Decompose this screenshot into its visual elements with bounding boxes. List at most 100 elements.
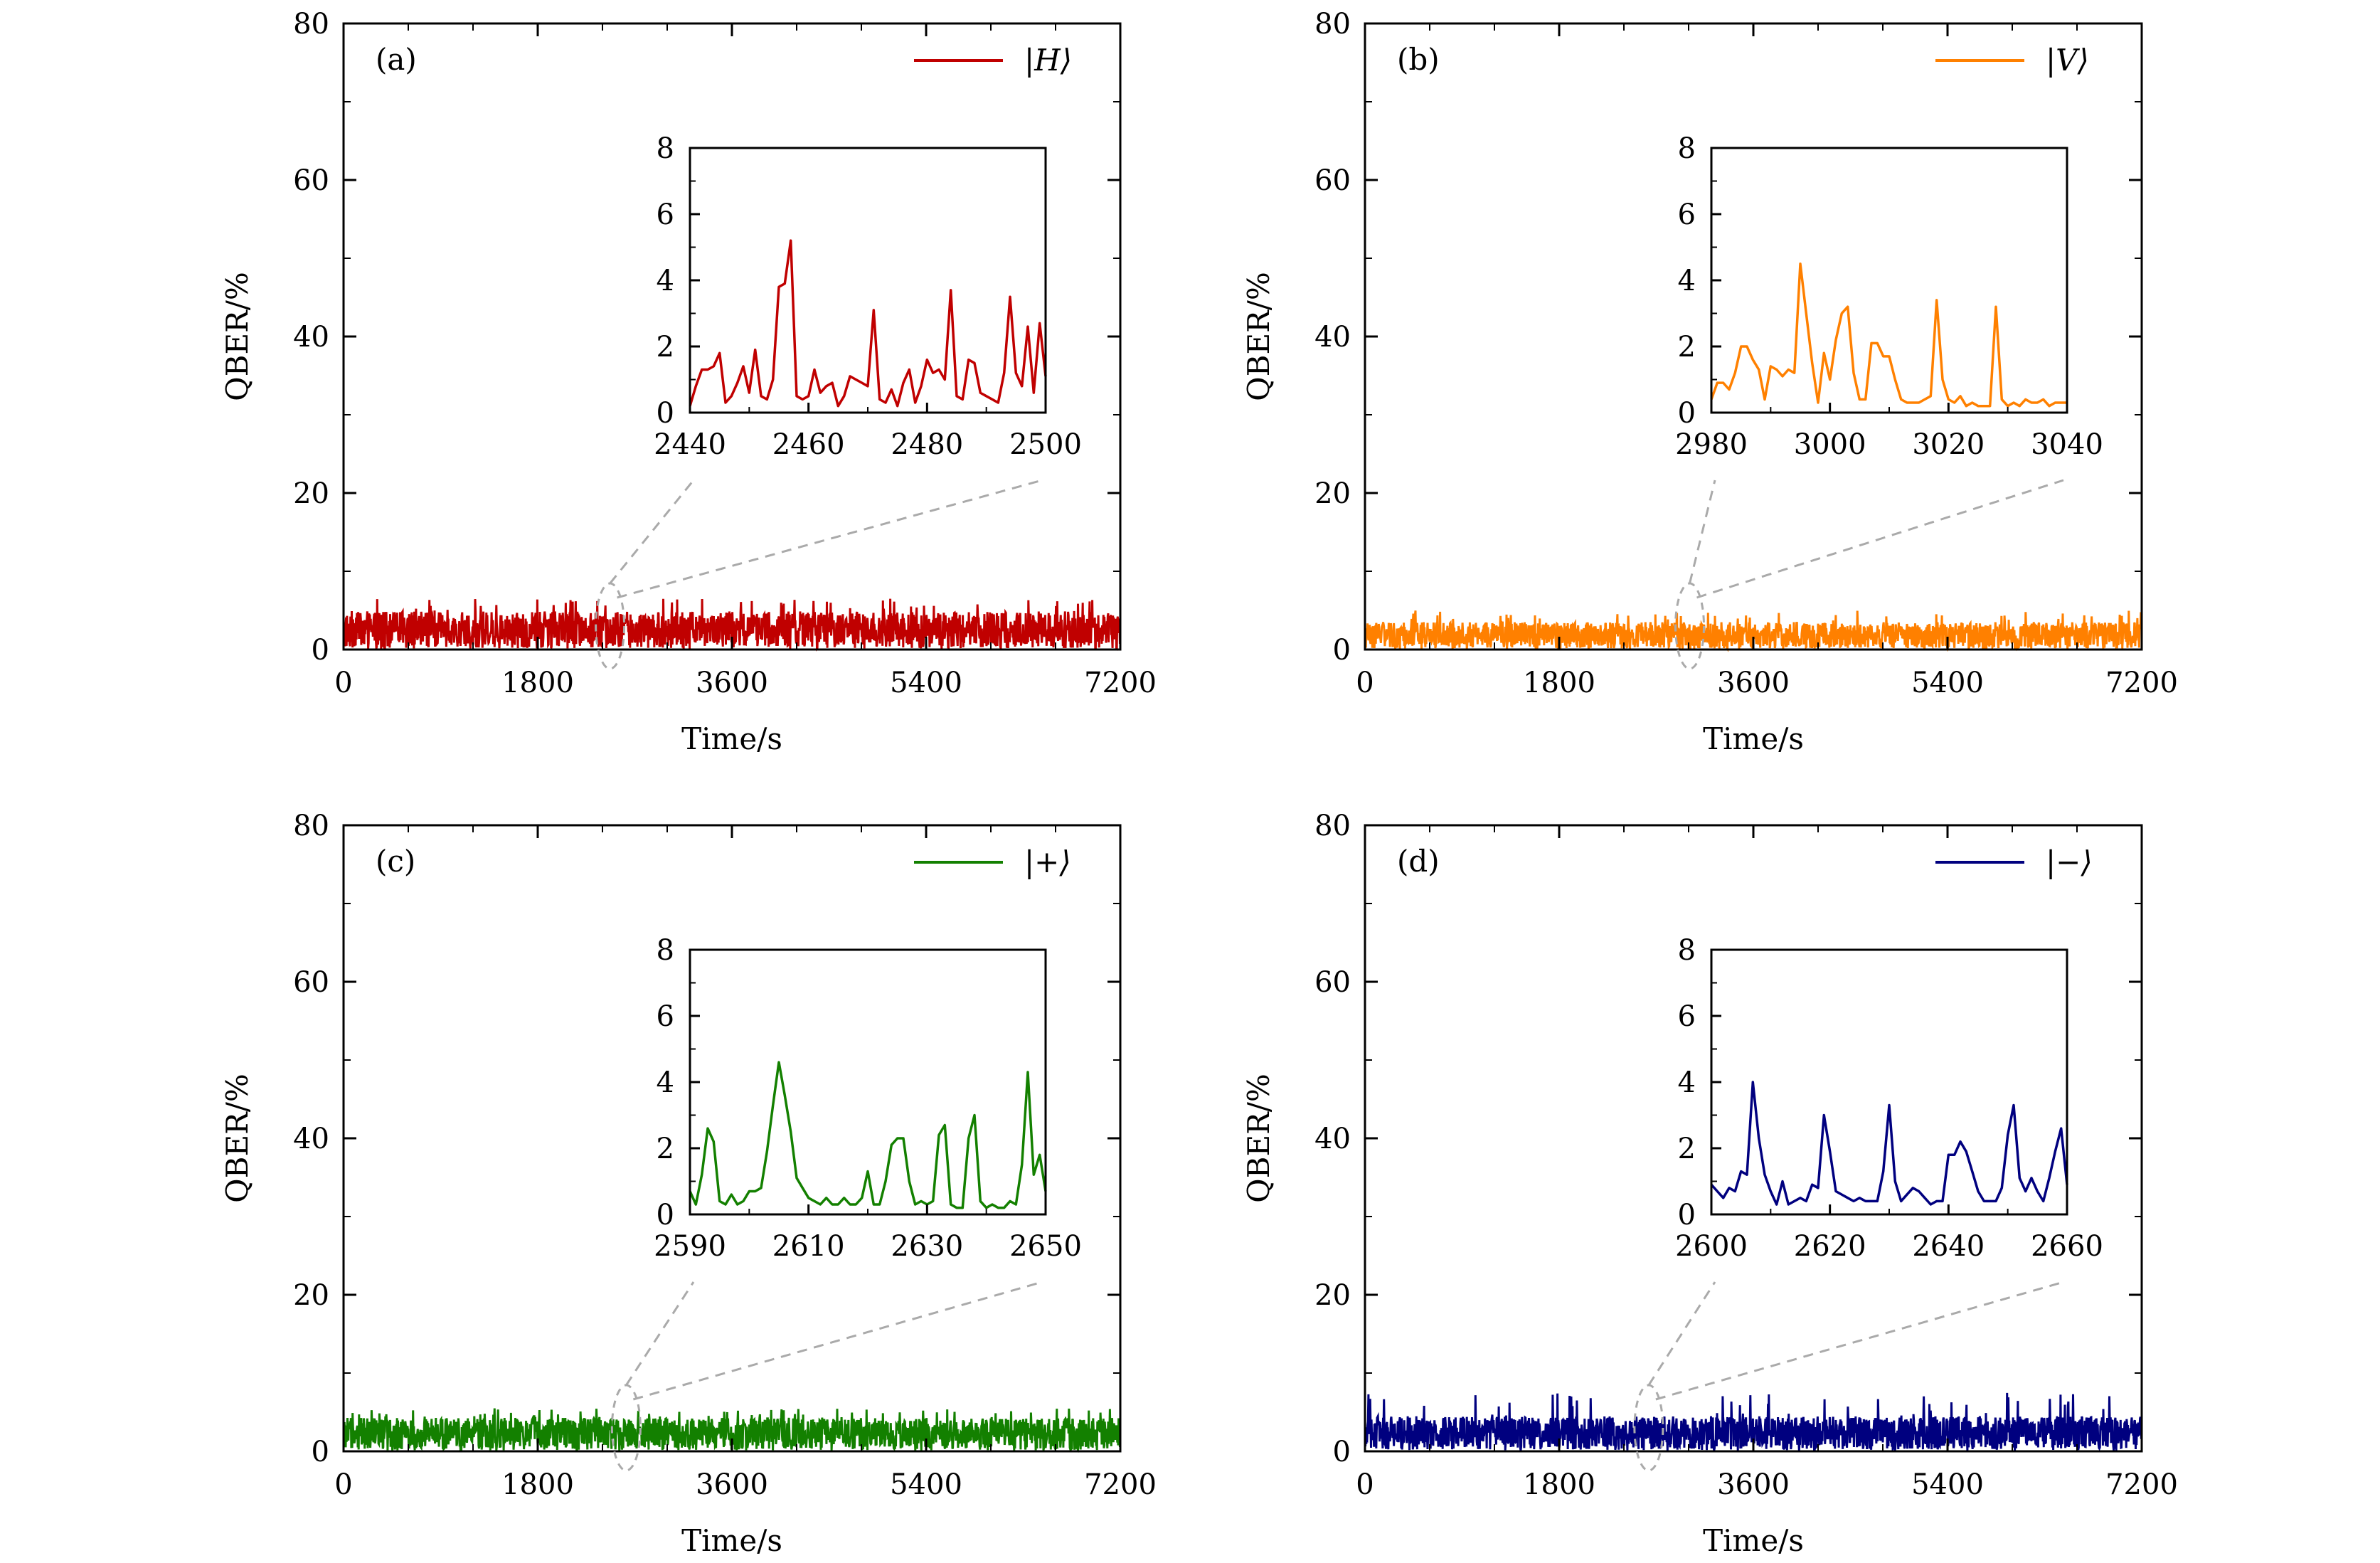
inset-y-tick-label: 4 bbox=[657, 1066, 674, 1099]
x-tick-label: 3600 bbox=[696, 1468, 768, 1501]
inset-series-line bbox=[1710, 263, 2067, 408]
zoom-connector-right bbox=[1655, 1281, 2064, 1401]
inset-plot: 0 2 4 6 8 2440 2460 2480 2500 bbox=[654, 132, 1082, 461]
inset-series-line bbox=[689, 1061, 1047, 1209]
x-tick-label: 0 bbox=[1356, 667, 1374, 699]
inset-plot: 0 2 4 6 8 2980 3000 3020 3040 bbox=[1675, 132, 2103, 461]
inset-plot: 0 2 4 6 8 2600 2620 2640 2660 bbox=[1675, 934, 2103, 1263]
x-tick-label: 0 bbox=[1356, 1468, 1374, 1501]
x-tick-label: 7200 bbox=[1084, 667, 1157, 699]
legend-label: |+⟩ bbox=[1024, 844, 1071, 879]
y-tick-label: 20 bbox=[1314, 477, 1351, 510]
panel-label: (b) bbox=[1397, 42, 1440, 77]
x-tick-label: 5400 bbox=[1911, 667, 1984, 699]
x-tick-label: 1800 bbox=[1523, 1468, 1595, 1501]
inset-x-tick-label: 2590 bbox=[654, 1230, 726, 1263]
y-tick-label: 20 bbox=[293, 1279, 329, 1312]
panel-label: (c) bbox=[376, 844, 415, 879]
x-axis-title: Time/s bbox=[681, 721, 782, 756]
main-series-line bbox=[1364, 610, 2143, 652]
x-tick-label: 7200 bbox=[2105, 1468, 2178, 1501]
inset-y-tick-label: 6 bbox=[657, 198, 674, 231]
inset-x-tick-label: 2650 bbox=[1009, 1230, 1082, 1263]
panel-label: (d) bbox=[1397, 844, 1440, 879]
inset-y-tick-label: 0 bbox=[657, 397, 674, 430]
inset-y-tick-label: 0 bbox=[1678, 1199, 1696, 1231]
x-tick-label: 7200 bbox=[2105, 667, 2178, 699]
zoom-connector-left bbox=[625, 1281, 695, 1386]
zoom-connector-right bbox=[632, 1281, 1043, 1401]
inset-x-tick-label: 2460 bbox=[772, 428, 845, 461]
inset-x-tick-label: 2630 bbox=[891, 1230, 963, 1263]
x-tick-label: 3600 bbox=[1717, 667, 1790, 699]
y-tick-label: 0 bbox=[1333, 1436, 1351, 1468]
x-tick-label: 5400 bbox=[890, 667, 962, 699]
y-tick-label: 0 bbox=[312, 1436, 329, 1468]
inset-x-tick-label: 2440 bbox=[654, 428, 726, 461]
y-axis-title: QBER/% bbox=[220, 1074, 255, 1203]
y-axis-title: QBER/% bbox=[220, 272, 255, 401]
inset-x-tick-label: 2610 bbox=[772, 1230, 845, 1263]
zoom-connector-right bbox=[617, 479, 1043, 599]
legend-label: |−⟩ bbox=[2046, 844, 2093, 879]
y-tick-label: 40 bbox=[1314, 1123, 1351, 1155]
inset-y-tick-label: 8 bbox=[1678, 132, 1696, 165]
inset-y-tick-label: 6 bbox=[1678, 198, 1696, 231]
zoom-connector-left bbox=[609, 480, 695, 584]
x-tick-label: 3600 bbox=[1717, 1468, 1790, 1501]
inset-y-tick-label: 2 bbox=[1678, 1133, 1696, 1165]
inset-background bbox=[690, 148, 1046, 413]
y-tick-label: 80 bbox=[293, 810, 329, 842]
y-tick-label: 60 bbox=[1314, 966, 1351, 999]
panel-label: (a) bbox=[376, 42, 417, 77]
inset-series-line bbox=[1710, 1081, 2068, 1206]
y-tick-label: 20 bbox=[1314, 1279, 1351, 1312]
inset-y-tick-label: 6 bbox=[1678, 1000, 1696, 1033]
inset-y-tick-label: 0 bbox=[657, 1199, 674, 1231]
x-axis-title: Time/s bbox=[1703, 1523, 1804, 1558]
inset-y-tick-label: 8 bbox=[657, 132, 674, 165]
x-tick-label: 5400 bbox=[1911, 1468, 1984, 1501]
legend-label: |V⟩ bbox=[2046, 43, 2089, 78]
inset-y-tick-label: 4 bbox=[1678, 1066, 1696, 1099]
y-tick-label: 40 bbox=[293, 1123, 329, 1155]
x-tick-label: 1800 bbox=[1523, 667, 1595, 699]
zoom-connector-right bbox=[1696, 479, 2064, 599]
inset-x-tick-label: 2620 bbox=[1794, 1230, 1866, 1263]
y-tick-label: 60 bbox=[293, 164, 329, 197]
inset-y-tick-label: 2 bbox=[1678, 331, 1696, 364]
inset-x-tick-label: 2660 bbox=[2031, 1230, 2103, 1263]
inset-y-tick-label: 8 bbox=[1678, 934, 1696, 967]
y-tick-label: 80 bbox=[1314, 8, 1351, 41]
y-tick-label: 0 bbox=[1333, 634, 1351, 667]
inset-y-tick-label: 2 bbox=[657, 331, 674, 364]
y-tick-label: 0 bbox=[312, 634, 329, 667]
inset-series-line bbox=[689, 239, 1047, 408]
inset-y-tick-label: 2 bbox=[657, 1133, 674, 1165]
inset-x-tick-label: 3040 bbox=[2031, 428, 2103, 461]
x-tick-label: 0 bbox=[334, 667, 352, 699]
inset-y-tick-label: 6 bbox=[657, 1000, 674, 1033]
inset-background bbox=[1711, 950, 2067, 1214]
inset-y-tick-label: 4 bbox=[657, 265, 674, 297]
x-tick-label: 1800 bbox=[501, 667, 574, 699]
y-tick-label: 40 bbox=[1314, 321, 1351, 354]
inset-y-tick-label: 0 bbox=[1678, 397, 1696, 430]
inset-plot: 0 2 4 6 8 2590 2610 2630 2650 bbox=[654, 934, 1082, 1263]
y-axis-title: QBER/% bbox=[1241, 1074, 1276, 1203]
y-tick-label: 20 bbox=[293, 477, 329, 510]
inset-x-tick-label: 3020 bbox=[1912, 428, 1985, 461]
inset-x-tick-label: 3000 bbox=[1794, 428, 1866, 461]
y-axis-title: QBER/% bbox=[1241, 272, 1276, 401]
x-tick-label: 5400 bbox=[890, 1468, 962, 1501]
x-axis-title: Time/s bbox=[1703, 721, 1804, 756]
x-tick-label: 0 bbox=[334, 1468, 352, 1501]
zoom-connector-left bbox=[1689, 480, 1716, 584]
x-axis-title: Time/s bbox=[681, 1523, 782, 1558]
y-tick-label: 60 bbox=[293, 966, 329, 999]
inset-background bbox=[1711, 148, 2067, 413]
